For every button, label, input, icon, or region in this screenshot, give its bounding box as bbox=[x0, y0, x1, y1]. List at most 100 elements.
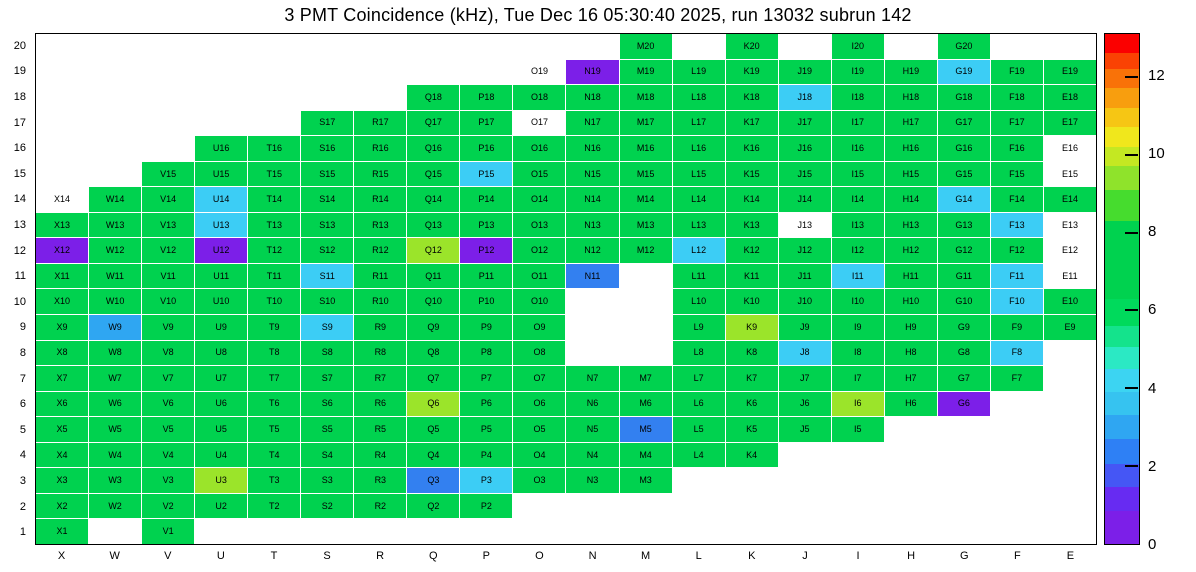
grid-cell-S2: S2 bbox=[301, 493, 354, 519]
grid-cell-S7: S7 bbox=[301, 366, 354, 391]
grid-cell-N14: N14 bbox=[566, 187, 619, 212]
grid-cell-K11: K11 bbox=[725, 263, 778, 289]
grid-cell-J15: J15 bbox=[778, 161, 831, 187]
grid-cell-O9: O9 bbox=[513, 315, 566, 340]
grid-cell-X5: X5 bbox=[36, 417, 89, 442]
grid-cell-J19: J19 bbox=[778, 59, 831, 85]
grid-cell-K8: K8 bbox=[725, 340, 778, 366]
grid-cell-V8: V8 bbox=[142, 340, 195, 366]
grid-cell-H14: H14 bbox=[884, 187, 937, 212]
colorbar-segment bbox=[1105, 510, 1139, 544]
grid-cell-T6: T6 bbox=[248, 391, 301, 417]
y-axis-label: 3 bbox=[19, 475, 26, 487]
x-axis-label: Q bbox=[428, 550, 438, 562]
grid-cell-W13: W13 bbox=[89, 212, 142, 238]
grid-cell-R9: R9 bbox=[354, 315, 407, 340]
x-axis-label: R bbox=[376, 550, 385, 562]
grid-cell-I10: I10 bbox=[831, 289, 884, 315]
y-axis-label: 15 bbox=[13, 167, 26, 180]
grid-cell-L15: L15 bbox=[672, 161, 725, 187]
grid-cell-X14: X14 bbox=[36, 187, 89, 212]
grid-cell-K14: K14 bbox=[725, 187, 778, 212]
grid-cell-H18: H18 bbox=[884, 85, 937, 110]
grid-cell-V14: V14 bbox=[142, 187, 195, 212]
grid-cell-L16: L16 bbox=[672, 136, 725, 161]
grid-cell-X2: X2 bbox=[36, 493, 89, 519]
grid-cell-E9: E9 bbox=[1043, 315, 1096, 340]
y-axis-label: 4 bbox=[19, 449, 26, 462]
grid-cell-T16: T16 bbox=[248, 136, 301, 161]
grid-cell-G20: G20 bbox=[937, 34, 990, 59]
grid-cell-T5: T5 bbox=[248, 417, 301, 442]
x-axis-label: W bbox=[109, 550, 120, 562]
colorbar-segment bbox=[1105, 189, 1139, 221]
grid-cell-Q15: Q15 bbox=[407, 161, 460, 187]
grid-cell-P5: P5 bbox=[460, 417, 513, 442]
grid-cell-T13: T13 bbox=[248, 212, 301, 238]
grid-cell-V3: V3 bbox=[142, 468, 195, 493]
grid-cell-M18: M18 bbox=[619, 85, 672, 110]
heatmap-grid: X1 V1 X2 W2 V2 U2 T2 S2 R2 Q2 P2 X3 W3 V3 U3 T3 S3 R3 Q3 P3… bbox=[35, 33, 1097, 545]
grid-cell-V10: V10 bbox=[142, 289, 195, 315]
y-axis-label: 11 bbox=[14, 270, 26, 283]
grid-cell-K16: K16 bbox=[725, 136, 778, 161]
grid-cell-L8: L8 bbox=[672, 340, 725, 366]
grid-cell-K19: K19 bbox=[725, 59, 778, 85]
x-axis-label: K bbox=[748, 550, 756, 562]
grid-cell-G14: G14 bbox=[937, 187, 990, 212]
x-axis-label: N bbox=[588, 550, 597, 562]
grid-cell-U13: U13 bbox=[195, 212, 248, 238]
grid-cell-G9: G9 bbox=[937, 315, 990, 340]
y-axis-label: 12 bbox=[13, 244, 26, 257]
grid-cell-U9: U9 bbox=[195, 315, 248, 340]
grid-cell-W8: W8 bbox=[89, 340, 142, 366]
grid-cell-F18: F18 bbox=[990, 85, 1043, 110]
grid-cell-P8: P8 bbox=[460, 340, 513, 366]
grid-cell-K10: K10 bbox=[725, 289, 778, 315]
grid-cell-R16: R16 bbox=[354, 136, 407, 161]
grid-cell-M13: M13 bbox=[619, 212, 672, 238]
grid-cell-O4: O4 bbox=[513, 442, 566, 468]
y-axis-label: 20 bbox=[13, 39, 26, 52]
grid-cell-U12: U12 bbox=[195, 238, 248, 263]
grid-cell-O7: O7 bbox=[513, 366, 566, 391]
grid-cell-F7: F7 bbox=[990, 366, 1043, 391]
grid-cell-G7: G7 bbox=[937, 366, 990, 391]
grid-cell-E18: E18 bbox=[1043, 85, 1096, 110]
grid-cell-P3: P3 bbox=[460, 468, 513, 493]
x-axis-label: G bbox=[959, 550, 969, 562]
grid-cell-T8: T8 bbox=[248, 340, 301, 366]
colorbar-tick-label: 0 bbox=[1148, 536, 1157, 553]
y-axis-label: 18 bbox=[13, 91, 26, 103]
grid-cell-K7: K7 bbox=[725, 366, 778, 391]
grid-cell-E10: E10 bbox=[1043, 289, 1096, 315]
grid-cell-M15: M15 bbox=[619, 161, 672, 187]
colorbar-tick-label: 12 bbox=[1148, 66, 1165, 84]
grid-cell-X6: X6 bbox=[36, 391, 89, 417]
grid-cell-U6: U6 bbox=[195, 391, 248, 417]
colorbar-segment bbox=[1105, 368, 1139, 393]
grid-cell-L10: L10 bbox=[672, 289, 725, 315]
x-axis-label: E bbox=[1066, 550, 1075, 562]
y-axis-label: 1 bbox=[19, 526, 26, 539]
grid-cell-L19: L19 bbox=[672, 59, 725, 85]
grid-cell-O13: O13 bbox=[513, 212, 566, 238]
grid-cell-E19: E19 bbox=[1043, 59, 1096, 85]
grid-cell-L7: L7 bbox=[672, 366, 725, 391]
grid-cell-U4: U4 bbox=[195, 442, 248, 468]
grid-cell-S6: S6 bbox=[301, 391, 354, 417]
grid-cell-T12: T12 bbox=[248, 238, 301, 263]
grid-cell-N6: N6 bbox=[566, 391, 619, 417]
grid-cell-P15: P15 bbox=[460, 161, 513, 187]
grid-cell-I7: I7 bbox=[831, 366, 884, 391]
grid-cell-P16: P16 bbox=[460, 136, 513, 161]
grid-cell-K20: K20 bbox=[725, 34, 778, 59]
grid-cell-F10: F10 bbox=[990, 289, 1043, 315]
grid-cell-R5: R5 bbox=[354, 417, 407, 442]
grid-cell-Q9: Q9 bbox=[407, 315, 460, 340]
grid-cell-W9: W9 bbox=[89, 315, 142, 340]
grid-cell-G18: G18 bbox=[937, 85, 990, 110]
grid-cell-W10: W10 bbox=[89, 289, 142, 315]
grid-cell-I5: I5 bbox=[831, 417, 884, 442]
